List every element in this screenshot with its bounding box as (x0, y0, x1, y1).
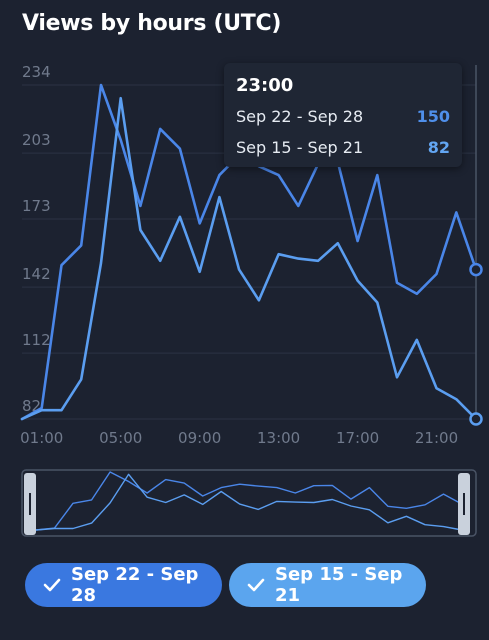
tooltip-row-label: Sep 15 - Sep 21 (236, 138, 364, 157)
series-line-1 (20, 96, 478, 421)
legend-toggle-sep22[interactable]: Sep 22 - Sep 28 (25, 563, 222, 607)
minimap-series-line-1 (35, 473, 463, 531)
check-icon (43, 578, 61, 592)
hover-marker (469, 412, 483, 426)
legend-label: Sep 22 - Sep 28 (71, 564, 199, 606)
tooltip: 23:00 Sep 22 - Sep 28 150 Sep 15 - Sep 2… (224, 63, 462, 167)
tooltip-row-sep22: Sep 22 - Sep 28 150 (236, 107, 450, 129)
x-tick-label: 09:00 (178, 429, 221, 447)
range-handle-right[interactable] (458, 473, 470, 535)
y-tick-label: 142 (22, 265, 51, 283)
check-icon (247, 578, 265, 592)
x-tick-label: 05:00 (99, 429, 142, 447)
legend-toggle-sep15[interactable]: Sep 15 - Sep 21 (229, 563, 426, 607)
x-tick-label: 17:00 (336, 429, 379, 447)
hover-marker (469, 262, 483, 277)
range-handle-left[interactable] (24, 473, 36, 535)
tooltip-row-label: Sep 22 - Sep 28 (236, 107, 364, 126)
tooltip-row-value: 150 (416, 107, 450, 126)
legend-label: Sep 15 - Sep 21 (275, 564, 403, 606)
y-tick-label: 112 (22, 331, 51, 349)
chart-title: Views by hours (UTC) (22, 11, 282, 36)
y-tick-label: 173 (22, 197, 51, 215)
range-window (21, 469, 477, 537)
minimap-series-line-0 (35, 471, 463, 531)
x-tick-label: 01:00 (20, 429, 63, 447)
tooltip-row-value: 82 (427, 138, 450, 157)
tooltip-row-sep15: Sep 15 - Sep 21 82 (236, 138, 450, 160)
tooltip-time: 23:00 (236, 75, 294, 96)
y-tick-label: 234 (22, 63, 51, 81)
x-tick-label: 21:00 (415, 429, 458, 447)
x-tick-label: 13:00 (257, 429, 300, 447)
y-tick-label: 203 (22, 131, 51, 149)
